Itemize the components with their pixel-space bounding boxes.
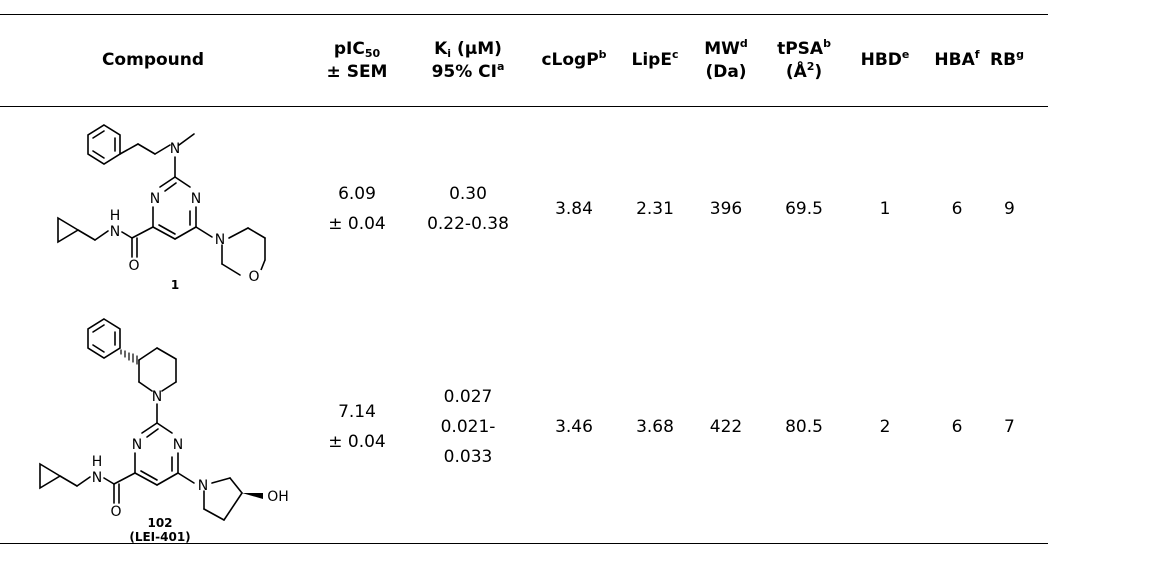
structure-compound-1: N N N N H O N O 1: [0, 107, 306, 312]
atom-n-amine: N: [170, 141, 180, 157]
table-row: N N N N H O N O 1 6.09 ± 0.04 0.30 0.22-: [0, 107, 1166, 312]
compound-label: 102: [147, 516, 172, 530]
lipe-value: 2.31: [636, 199, 674, 219]
atom-n-amide: N: [92, 470, 102, 486]
atom-n-morpholine: N: [215, 232, 225, 248]
atom-h-amide: H: [92, 454, 103, 470]
table-row: N N N N H O N OH 102 (LEI-401) 7.14 ± 0.…: [0, 311, 1166, 544]
hbd-value: 2: [846, 311, 924, 544]
clogp-value: 3.46: [528, 311, 620, 544]
atom-o-morpholine: O: [248, 269, 259, 285]
structure-compound-102: N N N N H O N OH 102 (LEI-401): [0, 311, 306, 544]
atom-n-ring2: N: [191, 191, 201, 207]
col-mw: MWd (Da): [690, 14, 762, 107]
atom-hydroxyl: OH: [267, 489, 289, 505]
col-tpsa: tPSAb (Å2): [762, 14, 846, 107]
tpsa-value: 69.5: [785, 199, 823, 219]
pic50-value: 6.09 ± 0.04: [328, 184, 386, 234]
header-row: Compound pIC50 ± SEM Ki (µM) 95% CIa cLo…: [0, 14, 1166, 107]
atom-n-piperidine: N: [152, 389, 162, 405]
mw-value: 396: [709, 199, 743, 219]
hba-value: 6: [924, 311, 990, 544]
hbd-value: 1: [879, 199, 891, 219]
atom-o-carbonyl: O: [128, 258, 139, 274]
tpsa-value: 80.5: [762, 311, 846, 544]
pic50-value: 7.14 ± 0.04: [306, 311, 408, 544]
atom-n-amide: N: [110, 224, 120, 240]
mw-value: 422: [690, 311, 762, 544]
atom-n-ring1: N: [150, 191, 160, 207]
atom-h-amide: H: [110, 208, 121, 224]
ki-value: 0.30 0.22-0.38: [427, 184, 509, 234]
atom-o-carbonyl: O: [110, 504, 121, 520]
col-ki: Ki (µM) 95% CIa: [408, 14, 528, 107]
clogp-value: 3.84: [555, 199, 593, 219]
col-clogp: cLogPb: [528, 14, 620, 107]
hba-value: 6: [951, 199, 963, 219]
col-hba: HBAf: [924, 14, 990, 107]
col-rb: RBg: [990, 14, 1048, 107]
cropped-caption-fragment: ​: [300, 0, 860, 4]
atom-n-pyrrolidine: N: [198, 478, 208, 494]
compound-1-structure: N N N N H O N O 1: [57, 124, 266, 292]
col-compound: Compound: [0, 14, 306, 107]
compound-table: Compound pIC50 ± SEM Ki (µM) 95% CIa cLo…: [0, 14, 1166, 544]
compound-label: 1: [171, 278, 179, 292]
lipe-value: 3.68: [620, 311, 690, 544]
compound-code-label: (LEI-401): [129, 530, 190, 544]
rb-value: 9: [1004, 199, 1015, 219]
col-lipe: LipEc: [620, 14, 690, 107]
col-pic50: pIC50 ± SEM: [306, 14, 408, 107]
ki-value: 0.027 0.021- 0.033: [408, 311, 528, 544]
col-hbd: HBDe: [846, 14, 924, 107]
compound-102-structure: N N N N H O N OH 102 (LEI-401): [39, 318, 289, 544]
rb-value: 7: [990, 311, 1048, 544]
atom-n-ring2: N: [173, 437, 183, 453]
atom-n-ring1: N: [132, 437, 142, 453]
